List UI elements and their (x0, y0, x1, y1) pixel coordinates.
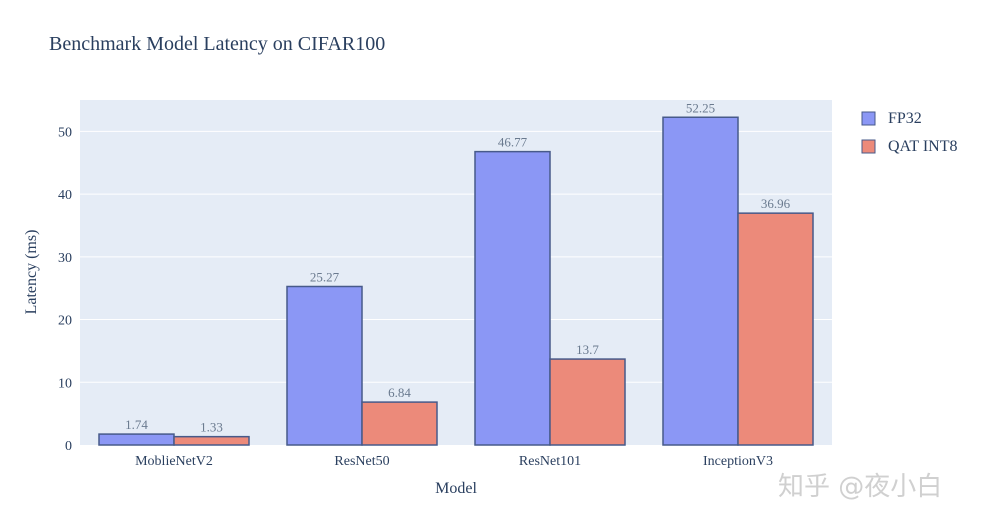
x-tick-label: InceptionV3 (703, 454, 773, 469)
bars-group: 1.74 1.33 25.27 6.84 46.77 13.7 52.25 36.96 (98, 100, 814, 446)
bar-qat-int8-moblienetv2[interactable] (173, 435, 250, 446)
bar-value-label: 36.96 (761, 196, 791, 211)
bar-value-label: 46.77 (498, 135, 528, 150)
bar-fp32-resnet50[interactable] (286, 285, 363, 446)
x-tick-label: ResNet50 (334, 454, 389, 469)
bar-fp32-inceptionv3[interactable] (662, 116, 739, 446)
bar-value-label: 6.84 (388, 385, 411, 400)
y-tick-label: 40 (58, 188, 72, 203)
legend[interactable]: FP32 QAT INT8 (861, 110, 957, 155)
y-tick-label: 10 (58, 376, 72, 391)
y-tick-label: 20 (58, 314, 72, 329)
legend-swatch[interactable] (861, 111, 876, 126)
watermark: 知乎 @夜小白 (778, 472, 942, 502)
bar-qat-int8-resnet50[interactable] (361, 401, 438, 446)
y-tick-label: 0 (65, 439, 72, 454)
bar-value-label: 1.74 (125, 417, 148, 432)
bar-value-label: 52.25 (686, 100, 715, 115)
legend-swatch[interactable] (861, 139, 876, 154)
bar-qat-int8-resnet101[interactable] (549, 358, 626, 446)
bar-qat-int8-inceptionv3[interactable] (737, 212, 814, 446)
chart-title: Benchmark Model Latency on CIFAR100 (49, 33, 385, 55)
legend-label[interactable]: FP32 (888, 110, 922, 127)
x-axis-ticks: MoblieNetV2 ResNet50 ResNet101 InceptionV3 (135, 454, 773, 469)
y-axis-ticks: 0 10 20 30 40 50 (58, 125, 72, 454)
y-tick-label: 30 (58, 251, 72, 266)
x-tick-label: ResNet101 (519, 454, 581, 469)
bar-fp32-resnet101[interactable] (474, 150, 551, 446)
legend-label[interactable]: QAT INT8 (888, 138, 957, 155)
y-tick-label: 50 (58, 125, 72, 140)
x-tick-label: MoblieNetV2 (135, 454, 213, 469)
bar-value-label: 13.7 (576, 342, 599, 357)
x-axis-title: Model (435, 480, 477, 497)
bar-value-label: 1.33 (200, 420, 223, 435)
bar-value-label: 25.27 (310, 269, 340, 284)
bar-fp32-moblienetv2[interactable] (98, 433, 175, 446)
y-axis-title: Latency (ms) (23, 230, 40, 315)
